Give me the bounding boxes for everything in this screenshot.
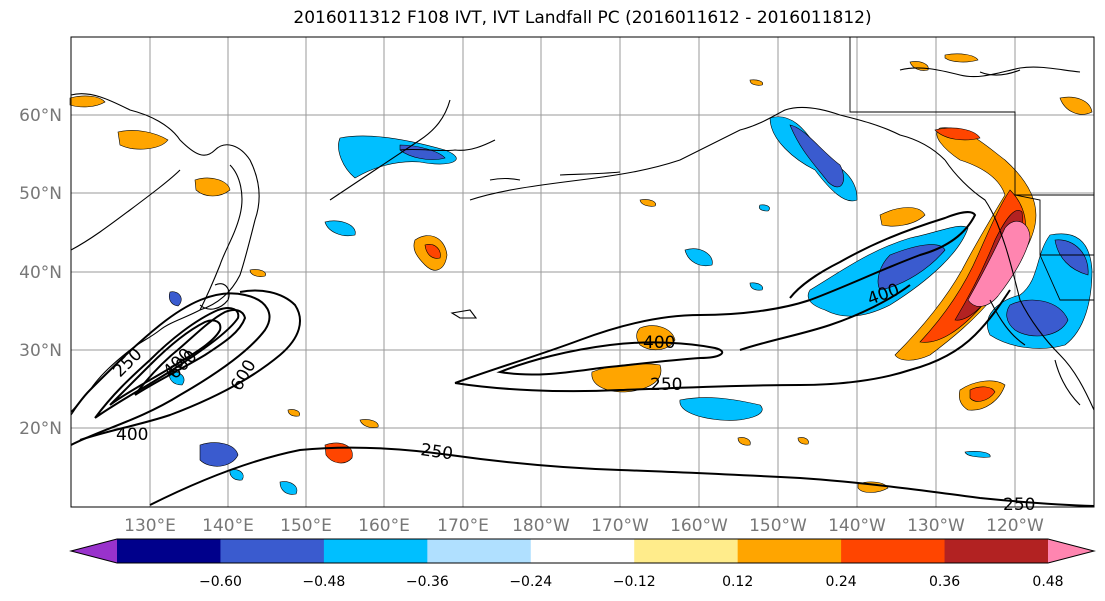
- lon-label: 180°W: [512, 516, 570, 536]
- lon-label: 140°W: [828, 516, 886, 536]
- colorbar-tick-label: −0.48: [302, 574, 345, 590]
- coastlines: [70, 66, 1095, 416]
- lon-label: 140°E: [202, 516, 254, 536]
- colorbar-extend-min: [71, 539, 117, 563]
- lat-label: 40°N: [19, 263, 62, 283]
- colorbar-cell: [323, 539, 428, 563]
- contour-label: 400: [643, 333, 675, 353]
- colorbar-extend-max: [1048, 539, 1094, 563]
- colorbar-cell: [737, 539, 842, 563]
- contour-label: 250: [419, 440, 454, 464]
- colorbar-cell: [634, 539, 739, 563]
- colorbar-tick-label: −0.24: [509, 574, 552, 590]
- lat-label: 30°N: [19, 341, 62, 361]
- colorbar-tick-label: 0.48: [1032, 574, 1063, 590]
- colorbar-cell: [117, 539, 221, 563]
- colorbar-cell: [530, 539, 635, 563]
- contour-label: 250: [1003, 495, 1035, 515]
- colorbar-outline: [69, 538, 1096, 564]
- colorbar-tick-label: −0.12: [613, 574, 656, 590]
- colorbar-cell: [220, 539, 325, 563]
- colorbar: −0.60 −0.48 −0.36 −0.24 −0.12 0.12 0.24 0.36 0.4…: [69, 538, 1096, 590]
- political-borders: [849, 37, 1094, 301]
- longitude-labels: 130°E 140°E 150°E 160°E 170°E 180°W 170°…: [124, 516, 1044, 536]
- lat-label: 20°N: [19, 419, 62, 439]
- lat-label: 50°N: [19, 184, 62, 204]
- lon-label: 130°E: [124, 516, 176, 536]
- map-panel: 250 400 600 400 600 400 400 250 250 250: [69, 36, 1095, 515]
- lon-label: 160°W: [670, 516, 728, 536]
- colorbar-tick-label: 0.36: [929, 574, 960, 590]
- colorbar-tick-label: 0.12: [722, 574, 753, 590]
- colorbar-cell: [944, 539, 1049, 563]
- lon-label: 160°E: [358, 516, 410, 536]
- lon-label: 130°W: [907, 516, 965, 536]
- colorbar-tick-label: −0.36: [406, 574, 449, 590]
- latitude-labels: 60°N 50°N 40°N 30°N 20°N: [19, 106, 62, 439]
- contour-label: 250: [650, 375, 682, 395]
- colorbar-cell: [841, 539, 946, 563]
- lon-label: 170°E: [437, 516, 489, 536]
- colorbar-tick-label: −0.60: [199, 574, 242, 590]
- colorbar-cell: [427, 539, 532, 563]
- colorbar-tick-label: 0.24: [826, 574, 857, 590]
- ivt-contours: [70, 211, 1095, 507]
- lon-label: 150°W: [749, 516, 807, 536]
- negative-ivt-anomalies: [168, 116, 1093, 495]
- lon-label: 120°W: [986, 516, 1044, 536]
- lat-label: 60°N: [19, 106, 62, 126]
- contour-label: 400: [116, 425, 148, 445]
- lon-label: 150°E: [280, 516, 332, 536]
- lon-label: 170°W: [591, 516, 649, 536]
- map-title: 2016011312 F108 IVT, IVT Landfall PC (20…: [293, 8, 872, 28]
